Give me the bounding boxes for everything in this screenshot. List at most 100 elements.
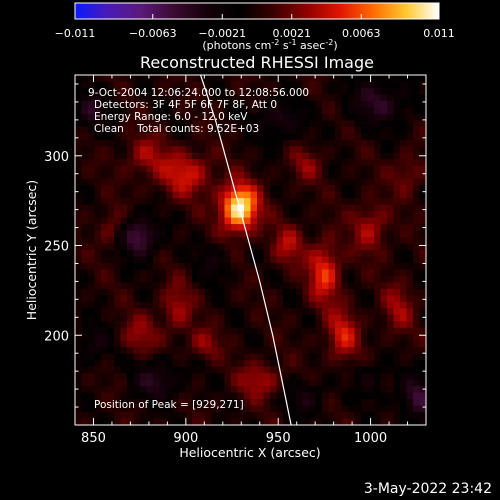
heatmap-cell [419, 211, 426, 219]
heatmap-cell [354, 295, 362, 303]
heatmap-cell [276, 191, 284, 199]
heatmap-cell [159, 418, 167, 425]
heatmap-cell [413, 230, 421, 238]
heatmap-cell [341, 81, 349, 89]
heatmap-cell [315, 152, 323, 160]
heatmap-cell [309, 418, 317, 425]
heatmap-cell [159, 269, 167, 277]
heatmap-cell [140, 327, 148, 335]
heatmap-cell [218, 133, 226, 141]
heatmap-cell [250, 379, 258, 387]
heatmap-cell [341, 237, 349, 245]
heatmap-cell [322, 386, 330, 394]
heatmap-cell [244, 373, 252, 381]
heatmap-cell [127, 191, 135, 199]
heatmap-cell [380, 87, 388, 96]
heatmap-cell [75, 321, 83, 329]
heatmap-cell [205, 347, 213, 355]
heatmap-cell [361, 295, 369, 303]
heatmap-cell [309, 113, 317, 121]
heatmap-cell [315, 379, 323, 387]
heatmap-cell [374, 75, 382, 83]
heatmap-cell [237, 224, 245, 232]
heatmap-cell [315, 360, 323, 368]
heatmap-cell [393, 275, 401, 284]
heatmap-cell [159, 172, 167, 180]
heatmap-cell [367, 107, 375, 115]
heatmap-cell [354, 87, 362, 96]
heatmap-cell [101, 120, 109, 128]
heatmap-cell [328, 172, 336, 180]
heatmap-cell [406, 366, 414, 374]
heatmap-cell [179, 288, 187, 296]
heatmap-cell [75, 159, 83, 167]
heatmap-cell [270, 75, 278, 83]
heatmap-cell [120, 262, 128, 271]
heatmap-cell [218, 340, 226, 348]
heatmap-cell [88, 107, 96, 115]
heatmap-cell [81, 405, 89, 413]
heatmap-cell [322, 204, 330, 212]
heatmap-cell [192, 81, 200, 89]
heatmap-cell [75, 379, 83, 387]
heatmap-cell [88, 159, 96, 167]
heatmap-cell [218, 308, 226, 316]
heatmap-cell [309, 392, 317, 400]
heatmap-cell [153, 87, 161, 96]
heatmap-cell [101, 75, 109, 83]
heatmap-cell [400, 386, 408, 394]
heatmap-cell [354, 133, 362, 141]
heatmap-cell [315, 165, 323, 173]
heatmap-cell [257, 262, 265, 271]
heatmap-cell [231, 224, 239, 232]
heatmap-cell [140, 334, 148, 342]
heatmap-cell [250, 146, 258, 154]
heatmap-cell [205, 126, 213, 134]
heatmap-cell [322, 243, 330, 251]
heatmap-cell [361, 237, 369, 245]
heatmap-cell [315, 224, 323, 232]
heatmap-cell [224, 308, 232, 316]
heatmap-cell [159, 347, 167, 355]
heatmap-cell [224, 275, 232, 284]
heatmap-cell [179, 133, 187, 141]
heatmap-cell [75, 126, 83, 134]
heatmap-cell [413, 250, 421, 258]
heatmap-cell [263, 256, 271, 264]
heatmap-cell [289, 178, 297, 186]
heatmap-cell [315, 159, 323, 167]
heatmap-cell [406, 120, 414, 128]
heatmap-cell [400, 347, 408, 355]
heatmap-cell [198, 198, 206, 206]
heatmap-cell [348, 185, 356, 193]
heatmap-cell [419, 243, 426, 251]
heatmap-cell [211, 360, 219, 368]
heatmap-cell [166, 172, 174, 180]
heatmap-cell [120, 217, 128, 225]
heatmap-cell [393, 347, 401, 355]
heatmap-cell [172, 373, 180, 381]
heatmap-cell [413, 314, 421, 322]
heatmap-cell [406, 321, 414, 329]
heatmap-cell [101, 165, 109, 173]
heatmap-cell [270, 87, 278, 96]
heatmap-cell [88, 308, 96, 316]
heatmap-cell [120, 275, 128, 284]
heatmap-cell [198, 224, 206, 232]
heatmap-cell [146, 412, 154, 420]
heatmap-cell [179, 347, 187, 355]
heatmap-cell [354, 81, 362, 89]
heatmap-cell [315, 256, 323, 264]
heatmap-cell [120, 308, 128, 316]
heatmap-cell [250, 418, 258, 425]
heatmap-cell [120, 81, 128, 89]
heatmap-cell [114, 87, 122, 96]
heatmap-cell [101, 126, 109, 134]
heatmap-cell [114, 250, 122, 258]
heatmap-cell [88, 340, 96, 348]
heatmap-cell [276, 159, 284, 167]
heatmap-cell [114, 327, 122, 335]
heatmap-cell [218, 120, 226, 128]
heatmap-cell [166, 139, 174, 147]
heatmap-cell [250, 243, 258, 251]
